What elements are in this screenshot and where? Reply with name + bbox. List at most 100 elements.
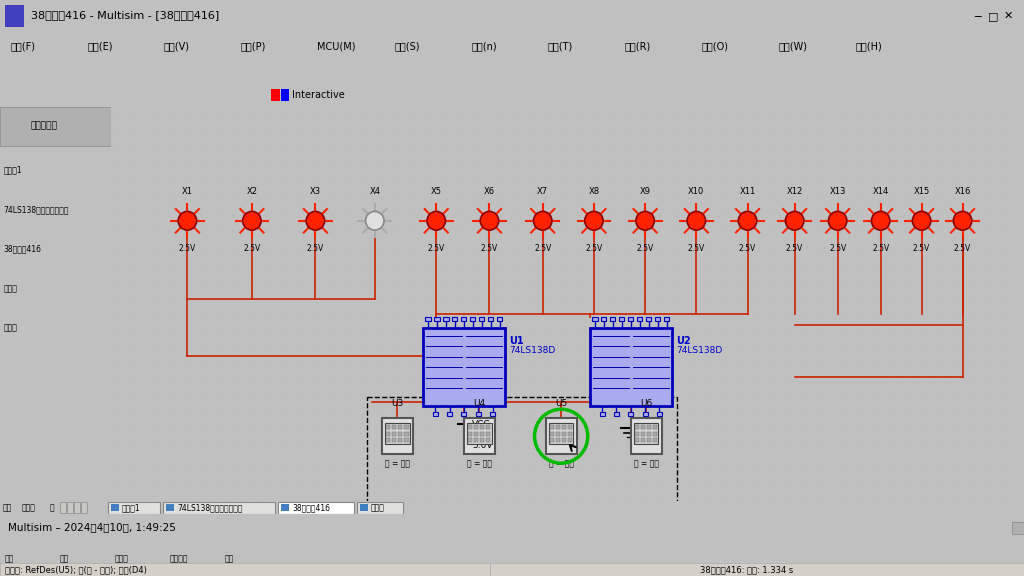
- Bar: [562, 431, 566, 435]
- Bar: [0, 107, 111, 146]
- Text: Interactive: Interactive: [292, 90, 345, 100]
- Text: 选项(O): 选项(O): [701, 41, 728, 51]
- Bar: [657, 412, 662, 416]
- Text: U5: U5: [555, 399, 567, 408]
- Bar: [1012, 522, 1024, 535]
- Bar: [398, 438, 402, 442]
- Text: 仳真(S): 仳真(S): [394, 41, 420, 51]
- Bar: [601, 317, 606, 321]
- Text: 38拓展为416: 38拓展为416: [292, 503, 330, 512]
- Bar: [467, 423, 492, 444]
- Bar: [474, 431, 478, 435]
- Bar: [647, 425, 651, 430]
- Bar: [653, 425, 657, 430]
- Bar: [404, 425, 409, 430]
- Bar: [480, 431, 484, 435]
- Bar: [568, 425, 572, 430]
- Circle shape: [912, 211, 931, 230]
- Bar: [281, 89, 289, 101]
- Text: 报告(R): 报告(R): [625, 41, 651, 51]
- Bar: [432, 412, 438, 416]
- Bar: [643, 412, 647, 416]
- Text: 2.5V: 2.5V: [179, 244, 196, 253]
- Bar: [614, 412, 618, 416]
- Circle shape: [427, 211, 445, 230]
- Text: 键 = 空格: 键 = 空格: [549, 460, 573, 469]
- Bar: [271, 89, 280, 101]
- Circle shape: [585, 211, 603, 230]
- Bar: [641, 425, 645, 430]
- Bar: [461, 412, 467, 416]
- Text: 元器件: 元器件: [115, 554, 129, 563]
- Text: X8: X8: [589, 187, 599, 196]
- Bar: [637, 317, 642, 321]
- Bar: [475, 412, 481, 416]
- Bar: [550, 425, 554, 430]
- Bar: [67, 502, 73, 513]
- Text: 2.5V: 2.5V: [307, 244, 324, 253]
- Bar: [634, 423, 658, 444]
- Circle shape: [738, 211, 757, 230]
- Text: 页: 页: [50, 503, 54, 512]
- Bar: [434, 317, 439, 321]
- Bar: [568, 438, 572, 442]
- Bar: [74, 502, 80, 513]
- Bar: [453, 317, 458, 321]
- Text: MCU(M): MCU(M): [317, 41, 356, 51]
- Bar: [562, 438, 566, 442]
- Bar: [635, 425, 639, 430]
- Bar: [357, 502, 403, 514]
- Circle shape: [953, 211, 972, 230]
- Bar: [360, 504, 368, 511]
- Text: X15: X15: [913, 187, 930, 196]
- Text: U3: U3: [391, 399, 403, 408]
- Bar: [166, 504, 174, 511]
- Bar: [550, 438, 554, 442]
- Bar: [610, 317, 615, 321]
- Bar: [426, 317, 430, 321]
- Bar: [464, 418, 495, 454]
- Bar: [490, 563, 1024, 576]
- Text: X6: X6: [484, 187, 495, 196]
- Bar: [81, 502, 87, 513]
- Text: 2.5V: 2.5V: [786, 244, 803, 253]
- Bar: [486, 438, 490, 442]
- Bar: [468, 425, 472, 430]
- Bar: [641, 431, 645, 435]
- Text: 2.5V: 2.5V: [913, 244, 930, 253]
- Bar: [629, 317, 633, 321]
- Bar: [398, 425, 402, 430]
- Circle shape: [178, 211, 197, 230]
- Bar: [60, 502, 66, 513]
- Bar: [468, 431, 472, 435]
- Text: 键 = 空格: 键 = 空格: [385, 460, 410, 469]
- Text: X16: X16: [954, 187, 971, 196]
- Text: ─: ─: [975, 11, 981, 21]
- Text: X2: X2: [247, 187, 257, 196]
- Circle shape: [366, 211, 384, 230]
- Text: 2.5V: 2.5V: [428, 244, 444, 253]
- Text: 键 = 空格: 键 = 空格: [634, 460, 658, 469]
- Text: 键 = 空格: 键 = 空格: [467, 460, 492, 469]
- Text: 工具(T): 工具(T): [548, 41, 573, 51]
- Text: X11: X11: [739, 187, 756, 196]
- Bar: [568, 431, 572, 435]
- Circle shape: [306, 211, 325, 230]
- Text: X4: X4: [370, 187, 380, 196]
- Bar: [398, 431, 402, 435]
- Text: 2.5V: 2.5V: [586, 244, 602, 253]
- Text: 历史: 历史: [60, 554, 70, 563]
- Bar: [281, 504, 289, 511]
- Text: 2.5V: 2.5V: [739, 244, 756, 253]
- Bar: [479, 317, 484, 321]
- Bar: [461, 317, 467, 321]
- Text: 74LS138D: 74LS138D: [509, 346, 555, 355]
- Circle shape: [785, 211, 804, 230]
- Bar: [392, 438, 396, 442]
- Bar: [382, 418, 413, 454]
- Text: ✕: ✕: [1004, 11, 1014, 21]
- Bar: [498, 317, 502, 321]
- Text: 2.5V: 2.5V: [829, 244, 846, 253]
- Bar: [655, 317, 660, 321]
- Bar: [546, 418, 577, 454]
